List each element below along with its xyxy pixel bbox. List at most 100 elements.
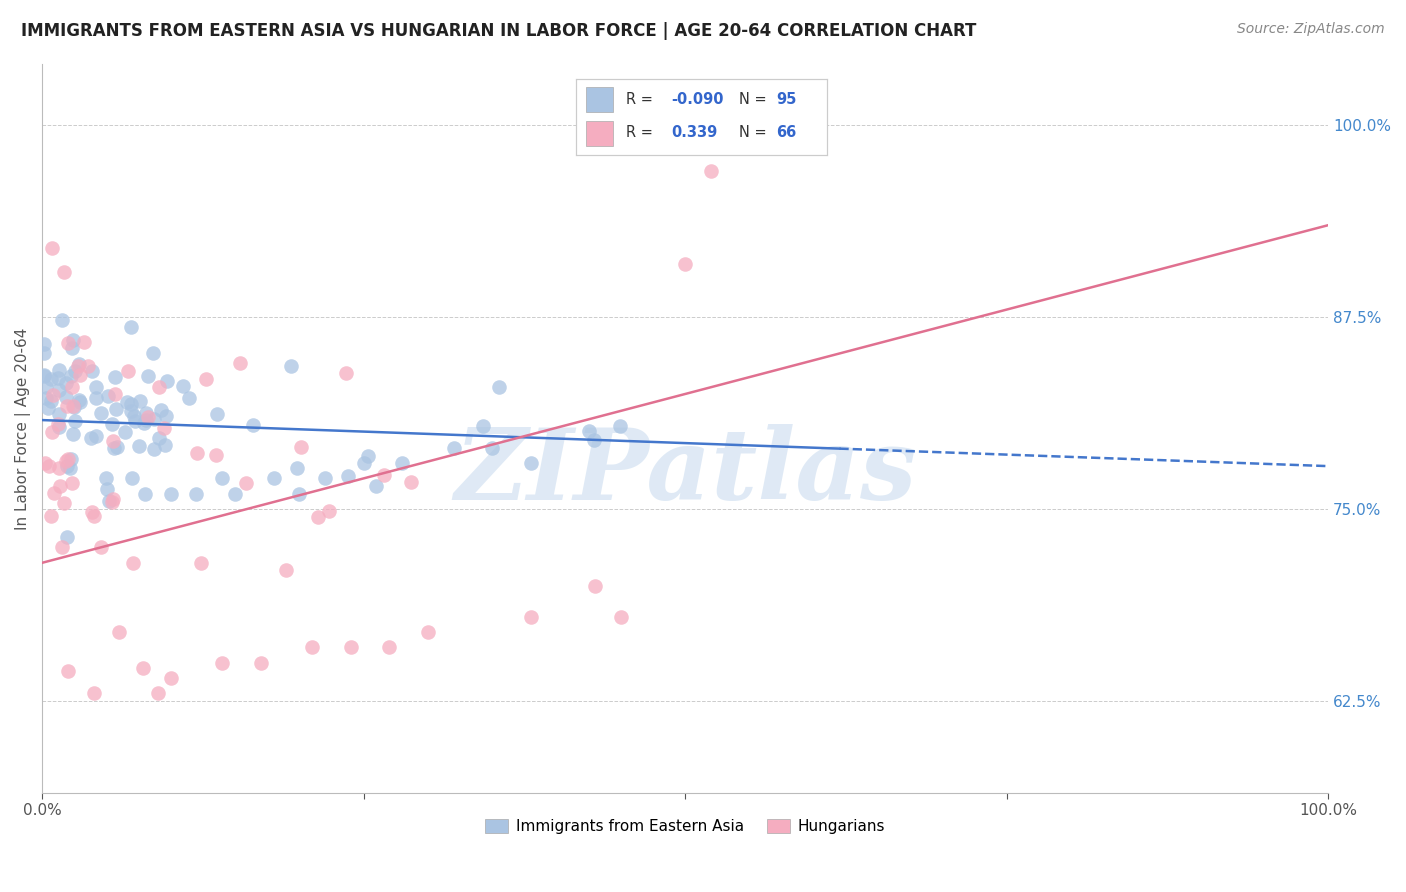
Point <box>229 356 252 370</box>
Point <box>38 458 60 473</box>
Point <box>53 265 76 279</box>
Point <box>62 399 84 413</box>
Point <box>135 413 157 427</box>
Text: Source: ZipAtlas.com: Source: ZipAtlas.com <box>1237 22 1385 37</box>
Point <box>41 394 63 409</box>
Point <box>583 433 606 447</box>
Point <box>364 479 387 493</box>
Point <box>307 510 329 524</box>
Point <box>32 368 55 382</box>
Point <box>391 456 413 470</box>
Point <box>97 388 120 402</box>
Point <box>52 496 75 510</box>
Point <box>105 440 128 454</box>
Point <box>520 456 543 470</box>
Point <box>249 656 271 670</box>
Point <box>49 479 72 493</box>
Point <box>186 487 208 501</box>
Point <box>155 438 177 452</box>
Point <box>39 508 62 523</box>
Point <box>80 364 103 378</box>
Point <box>65 364 87 378</box>
Point <box>416 624 439 639</box>
Point <box>314 471 336 485</box>
Point <box>120 319 142 334</box>
Point <box>51 540 73 554</box>
Point <box>128 439 150 453</box>
Point <box>32 346 55 360</box>
Point <box>443 441 465 455</box>
Point <box>114 425 136 439</box>
Point <box>56 451 79 466</box>
Point <box>120 404 142 418</box>
Point <box>48 407 70 421</box>
Point <box>79 431 101 445</box>
Point <box>104 370 127 384</box>
Point <box>55 458 77 473</box>
Point <box>149 403 172 417</box>
Point <box>60 476 83 491</box>
Point <box>339 640 361 655</box>
Point <box>132 417 155 431</box>
Point <box>55 399 77 413</box>
Point <box>108 624 131 639</box>
Point <box>60 452 83 467</box>
Point <box>46 371 69 385</box>
Text: ZIPatlas: ZIPatlas <box>454 424 917 521</box>
Point <box>179 391 201 405</box>
Point <box>373 467 395 482</box>
Text: IMMIGRANTS FROM EASTERN ASIA VS HUNGARIAN IN LABOR FORCE | AGE 20-64 CORRELATION: IMMIGRANTS FROM EASTERN ASIA VS HUNGARIA… <box>21 22 976 40</box>
Point <box>148 380 170 394</box>
Point <box>41 425 63 439</box>
Legend: Immigrants from Eastern Asia, Hungarians: Immigrants from Eastern Asia, Hungarians <box>479 813 891 840</box>
Point <box>90 540 112 554</box>
Point <box>609 418 631 433</box>
Point <box>101 417 124 431</box>
Point <box>32 368 55 383</box>
Point <box>195 372 218 386</box>
Point <box>121 471 143 485</box>
Point <box>610 609 633 624</box>
Point <box>96 482 118 496</box>
Point <box>83 508 105 523</box>
Point <box>583 579 606 593</box>
Point <box>263 471 285 485</box>
Point <box>190 556 212 570</box>
Point <box>276 564 298 578</box>
Point <box>62 427 84 442</box>
Point <box>357 449 380 463</box>
Point <box>378 640 401 655</box>
Point <box>55 376 77 390</box>
Point <box>55 454 77 468</box>
Point <box>155 409 177 424</box>
Point <box>59 368 82 383</box>
Point <box>41 372 63 386</box>
Point <box>132 661 155 675</box>
Point <box>83 686 105 700</box>
Point <box>56 530 79 544</box>
Point <box>67 359 90 373</box>
Point <box>172 379 194 393</box>
Point <box>56 664 79 678</box>
Point <box>48 362 70 376</box>
Point <box>401 475 423 490</box>
Point <box>156 374 179 388</box>
Point <box>48 383 70 397</box>
Point <box>353 456 375 470</box>
Point <box>280 359 302 374</box>
Point <box>242 417 264 432</box>
Point <box>42 388 65 402</box>
Point <box>129 393 152 408</box>
Point <box>148 432 170 446</box>
Point <box>41 241 63 255</box>
Point <box>700 164 723 178</box>
Point <box>578 425 600 439</box>
Point <box>117 364 139 378</box>
Point <box>143 442 166 457</box>
Point <box>96 471 118 485</box>
Point <box>35 392 58 406</box>
Point <box>48 461 70 475</box>
Point <box>124 414 146 428</box>
Point <box>135 406 157 420</box>
Point <box>205 407 228 421</box>
